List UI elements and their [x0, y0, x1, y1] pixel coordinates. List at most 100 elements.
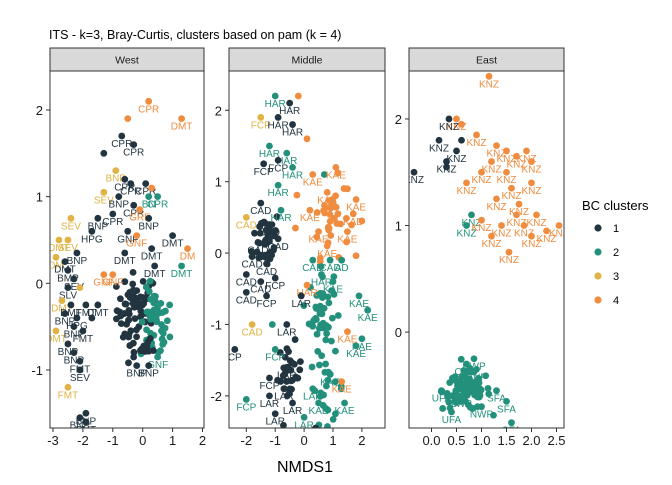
- data-point: [523, 147, 530, 155]
- data-point: [153, 316, 160, 324]
- data-point: [257, 114, 265, 121]
- data-point: [297, 292, 305, 300]
- data-point: [118, 132, 126, 140]
- point-label: HAR: [270, 213, 291, 224]
- point-label: KNZ: [537, 234, 557, 245]
- data-point: [147, 329, 154, 337]
- data-point: [328, 287, 335, 294]
- point-label: KAE: [317, 249, 337, 260]
- y-tick-label: -2: [210, 389, 222, 404]
- point-label: HAR: [259, 149, 280, 160]
- point-label: KAE: [346, 203, 366, 214]
- data-point: [292, 224, 299, 232]
- point-label: HAR: [268, 120, 289, 131]
- point-label: KNZ: [497, 154, 517, 165]
- point-label: LAR: [306, 431, 325, 442]
- data-point: [160, 338, 168, 346]
- point-label: DMT: [87, 308, 109, 319]
- data-point: [348, 221, 355, 229]
- data-point: [312, 424, 320, 428]
- point-label: FMT: [76, 425, 97, 436]
- data-point: [178, 262, 185, 270]
- point-label: CPR: [111, 139, 132, 150]
- y-tick-label: 0: [36, 276, 43, 291]
- data-point: [332, 203, 340, 211]
- data-point: [76, 284, 84, 292]
- y-tick-label: 1: [215, 175, 222, 190]
- data-point: [435, 136, 443, 144]
- data-point: [463, 375, 471, 383]
- point-label: KNZ: [497, 175, 517, 186]
- point-label: KAE: [358, 313, 378, 324]
- data-point: [309, 171, 317, 178]
- point-label: DMT: [141, 252, 163, 263]
- point-label: DMT: [60, 308, 82, 319]
- data-point: [115, 193, 123, 201]
- x-tick-label: 0.0: [422, 433, 440, 448]
- data-point: [315, 399, 322, 407]
- point-label: BNP: [67, 256, 88, 267]
- y-tick-label: 2: [395, 112, 402, 127]
- point-label: CPR: [138, 104, 159, 115]
- data-point: [242, 213, 250, 221]
- point-label: KNZ: [522, 165, 542, 176]
- data-point: [473, 365, 480, 373]
- data-point: [443, 163, 450, 171]
- data-point: [135, 323, 143, 331]
- point-label: SLV: [59, 291, 77, 302]
- point-label: FCP: [257, 299, 277, 310]
- point-label: KAE: [317, 195, 337, 206]
- point-label: LAR: [291, 299, 310, 310]
- data-point: [121, 249, 129, 257]
- data-point: [117, 295, 124, 303]
- y-tick-label: 1: [36, 190, 43, 205]
- point-label: KNZ: [522, 239, 542, 250]
- legend-label: 4: [613, 295, 619, 307]
- point-label: GNF: [126, 239, 147, 250]
- data-point: [309, 256, 317, 264]
- point-label: KNZ: [479, 79, 499, 90]
- data-point: [61, 258, 69, 266]
- point-label: NWP: [470, 410, 494, 421]
- data-point: [315, 228, 322, 236]
- data-point: [334, 169, 342, 177]
- data-point: [64, 266, 72, 274]
- data-point: [133, 362, 141, 370]
- data-point: [464, 401, 472, 409]
- data-point: [67, 214, 75, 222]
- point-label: CAD: [268, 242, 289, 253]
- data-point: [52, 253, 60, 261]
- data-point: [316, 290, 324, 297]
- data-point: [274, 376, 281, 384]
- point-label: KNZ: [487, 202, 507, 213]
- data-point: [478, 168, 485, 176]
- data-point: [463, 179, 470, 187]
- data-point: [266, 234, 274, 242]
- data-point: [145, 193, 153, 201]
- point-label: SFA: [497, 404, 516, 415]
- data-point: [148, 184, 156, 192]
- data-point: [279, 372, 287, 380]
- point-label: KAE: [309, 406, 329, 417]
- point-label: DMT: [48, 243, 70, 254]
- x-tick-label: 0: [300, 433, 307, 448]
- data-point: [138, 318, 146, 326]
- data-point: [251, 229, 258, 237]
- point-label: LAR: [260, 399, 279, 410]
- point-label: KAE: [326, 170, 346, 181]
- data-point: [326, 217, 334, 225]
- data-point: [470, 355, 478, 363]
- data-point: [338, 378, 346, 385]
- data-point: [488, 158, 495, 165]
- point-label: DMT: [162, 239, 184, 250]
- data-point: [352, 196, 360, 203]
- data-point: [145, 214, 153, 222]
- data-point: [148, 245, 156, 253]
- data-point: [88, 227, 96, 235]
- point-label: DMT: [144, 269, 166, 280]
- data-point: [137, 293, 144, 301]
- data-point: [324, 423, 331, 428]
- data-point: [329, 198, 337, 206]
- data-point: [138, 345, 146, 353]
- data-point: [274, 114, 282, 121]
